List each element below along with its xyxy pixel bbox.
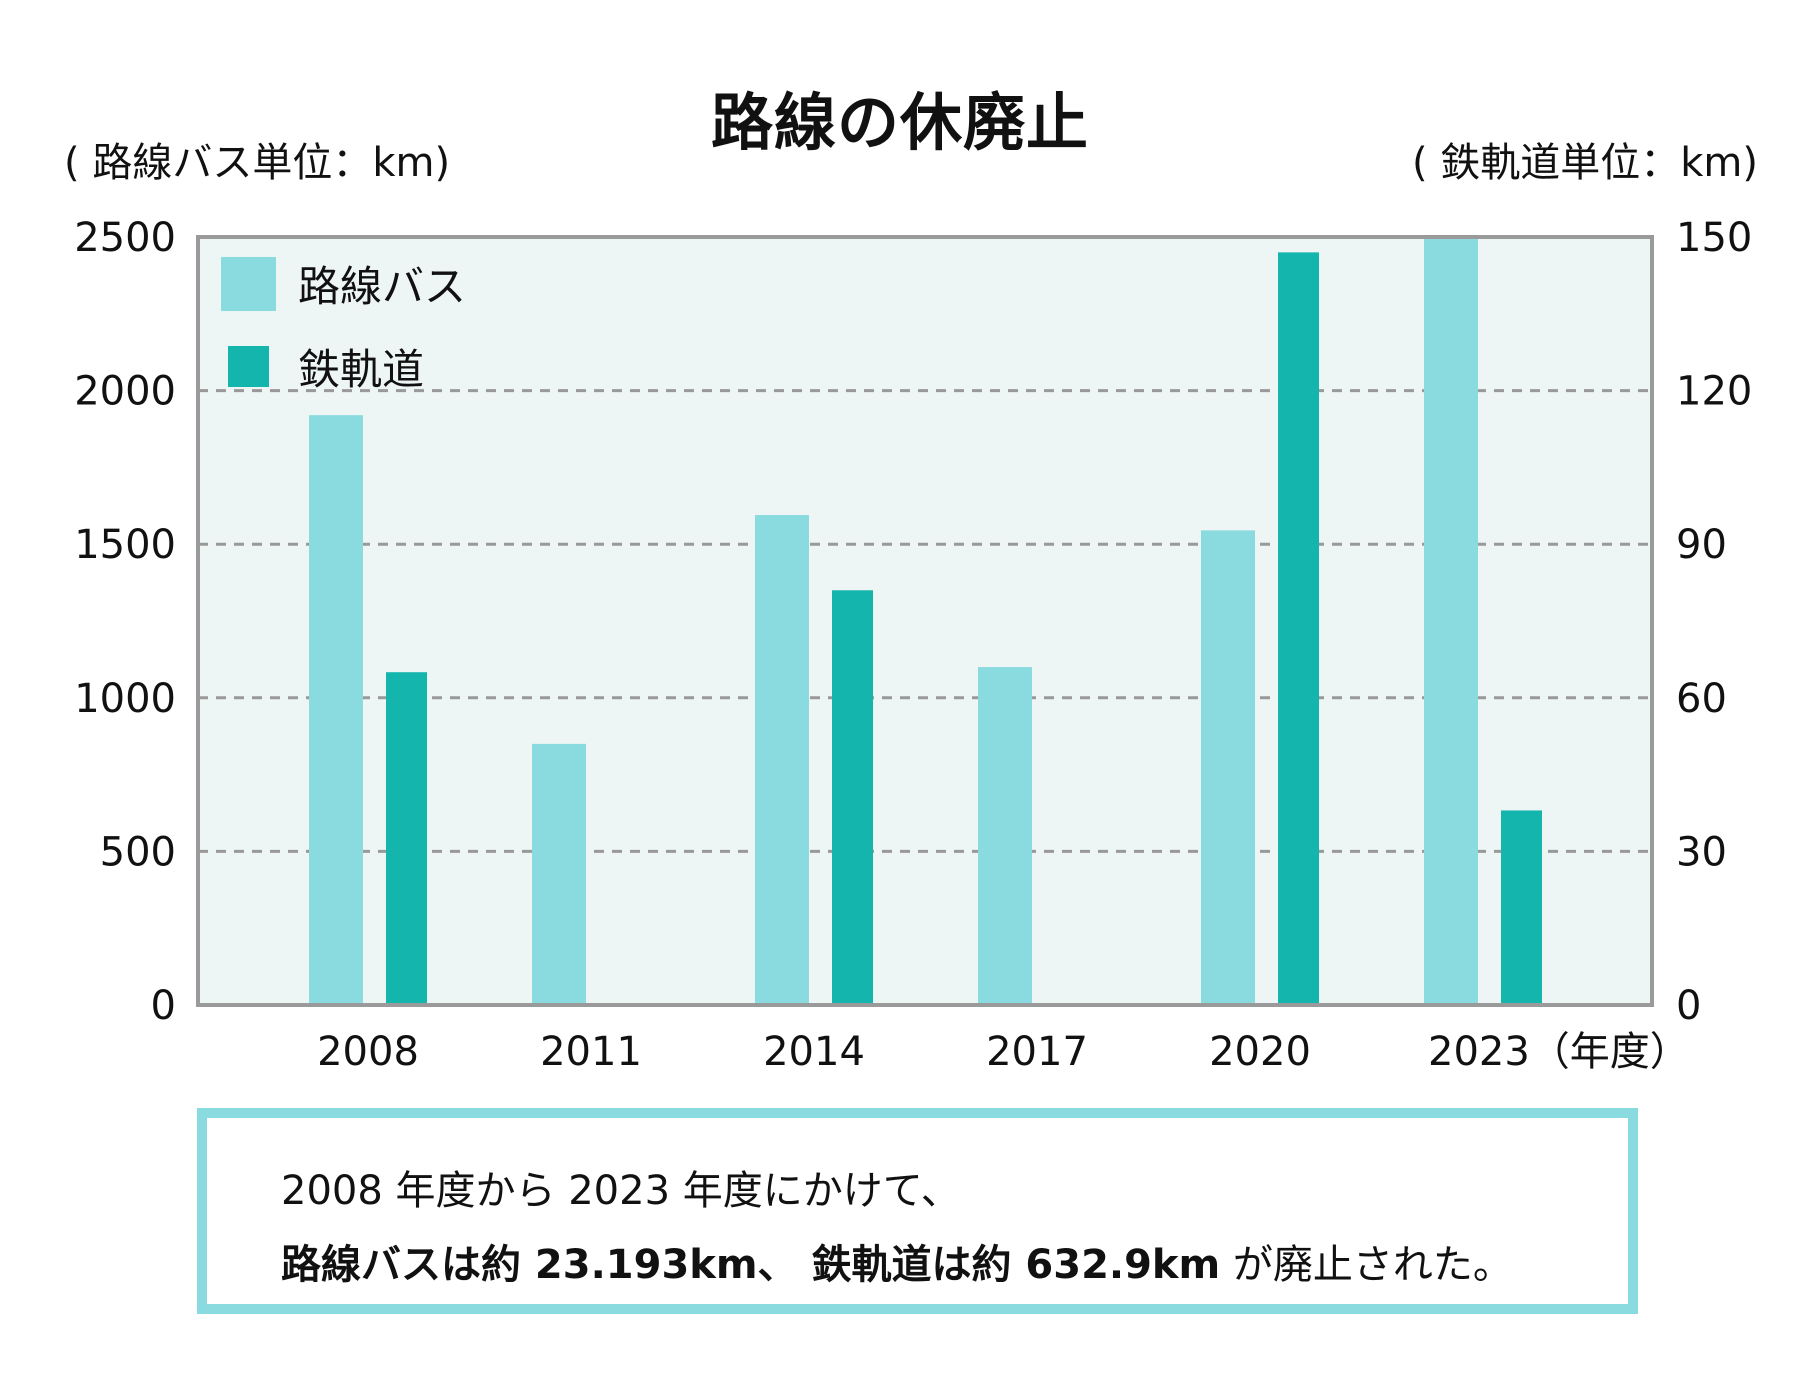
y-right-tick-label: 150	[1676, 215, 1752, 261]
bar-bus-2014	[755, 515, 809, 1005]
x-tick-label: 2008	[317, 1029, 419, 1075]
bar-chart: 2008 2011 2014 2017 2020 2023（年度）050010001500…	[74, 215, 1752, 1075]
legend-swatch-bus	[221, 257, 276, 311]
summary-highlight: 路線バスは約 23.193km、 鉄軌道は約 632.9km	[281, 1242, 1221, 1288]
bar-rail-2014	[832, 590, 873, 1005]
plot-frame	[196, 235, 1654, 1007]
bar-bus-2008	[309, 415, 363, 1005]
bar-bus-2023	[1424, 237, 1478, 1005]
x-tick-label: 2020	[1209, 1029, 1311, 1075]
legend-label-rail: 鉄軌道	[298, 345, 424, 394]
y-left-tick-label: 500	[100, 829, 176, 875]
right-axis-unit-label: ( 鉄軌道単位：km)	[1411, 140, 1758, 186]
chart-title: 路線の休廃止	[710, 86, 1089, 159]
y-right-tick-label: 30	[1676, 829, 1727, 875]
y-right-tick-label: 60	[1676, 676, 1727, 722]
y-right-tick-label: 0	[1676, 983, 1701, 1029]
plot-area	[198, 237, 1652, 1005]
y-left-tick-label: 0	[151, 983, 176, 1029]
x-tick-label: 2014	[763, 1029, 865, 1075]
bar-rail-2020	[1278, 252, 1319, 1006]
summary-suffix: が廃止された。	[1220, 1242, 1513, 1288]
bar-bus-2017	[978, 667, 1032, 1005]
y-right-tick-label: 90	[1676, 522, 1727, 568]
bar-bus-2020	[1201, 530, 1255, 1005]
legend-swatch-rail	[228, 346, 269, 387]
x-tick-label: 2017	[986, 1029, 1088, 1075]
legend-label-bus: 路線バス	[298, 262, 466, 311]
y-left-tick-label: 2500	[74, 215, 176, 261]
left-axis-unit-label: ( 路線バス単位：km)	[64, 140, 451, 186]
y-left-tick-label: 1500	[74, 522, 176, 568]
bar-rail-2008	[386, 672, 427, 1005]
bar-bus-2011	[532, 743, 586, 1005]
y-left-tick-label: 1000	[74, 676, 176, 722]
x-tick-label: 2023（年度）	[1428, 1029, 1690, 1075]
summary-line-1: 2008 年度から 2023 年度にかけて、	[281, 1168, 961, 1214]
summary-line-2: 路線バスは約 23.193km、 鉄軌道は約 632.9km が廃止された。	[281, 1232, 1513, 1290]
bar-rail-2023	[1501, 810, 1542, 1005]
summary-note-box: 2008 年度から 2023 年度にかけて、 路線バスは約 23.193km、 …	[197, 1108, 1638, 1314]
x-tick-label: 2011	[540, 1029, 642, 1075]
y-left-tick-label: 2000	[74, 369, 176, 415]
y-right-tick-label: 120	[1676, 369, 1752, 415]
